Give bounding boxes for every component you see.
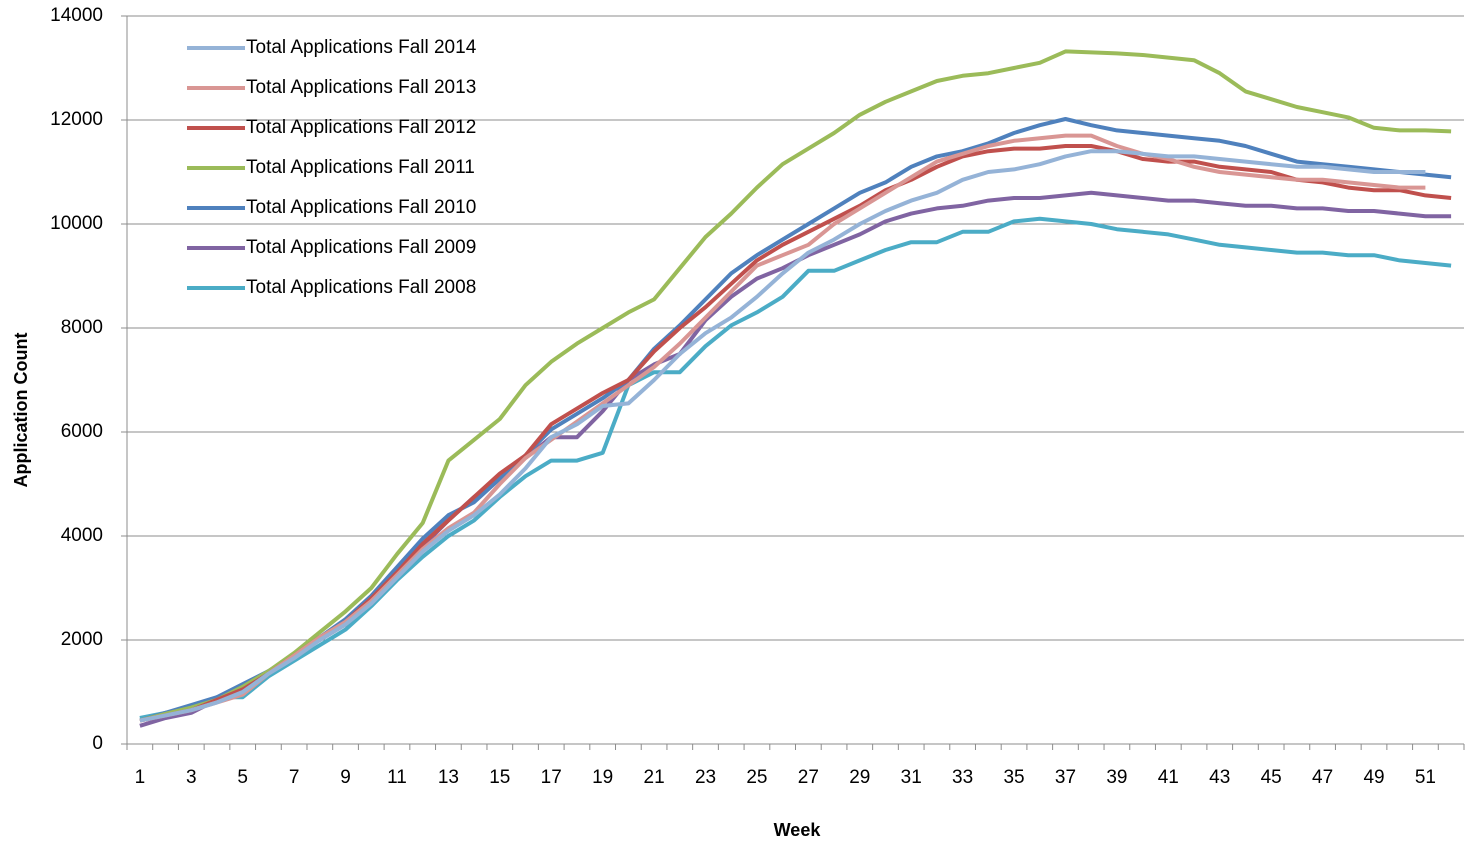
y-tick-label: 14000 [50, 5, 103, 26]
x-tick-label: 41 [1158, 767, 1179, 788]
x-tick-label: 1 [135, 767, 146, 788]
x-tick-label: 43 [1209, 767, 1230, 788]
x-tick-label: 5 [237, 767, 248, 788]
series-line [139, 216, 1452, 720]
x-tick-label: 49 [1363, 767, 1384, 788]
x-tick-label: 35 [1003, 767, 1024, 788]
y-tick-label: 10000 [50, 213, 103, 234]
x-tick-label: 19 [592, 767, 613, 788]
y-tick-label: 6000 [61, 421, 103, 442]
x-tick-label: 23 [695, 767, 716, 788]
legend-label: Total Applications Fall 2010 [246, 197, 476, 218]
x-tick-label: 25 [746, 767, 767, 788]
y-tick-label: 12000 [50, 109, 103, 130]
x-tick-label: 39 [1106, 767, 1127, 788]
x-tick-label: 3 [186, 767, 197, 788]
y-tick-label: 0 [92, 733, 103, 754]
x-tick-label: 51 [1415, 767, 1436, 788]
x-tick-label: 21 [644, 767, 665, 788]
x-tick-label: 47 [1312, 767, 1333, 788]
x-axis-label: Week [774, 820, 822, 840]
series-line [139, 133, 1426, 723]
series-line [139, 49, 1452, 723]
x-tick-label: 33 [952, 767, 973, 788]
legend-label: Total Applications Fall 2013 [246, 77, 476, 98]
x-tick-label: 7 [289, 767, 300, 788]
x-tick-label: 15 [489, 767, 510, 788]
x-tick-label: 9 [340, 767, 351, 788]
legend-label: Total Applications Fall 2014 [246, 37, 477, 58]
x-tick-label: 31 [901, 767, 922, 788]
x-tick-label: 27 [798, 767, 819, 788]
series-line [139, 149, 1426, 723]
y-axis-label: Application Count [11, 333, 31, 488]
x-tick-label: 11 [387, 767, 407, 788]
legend-label: Total Applications Fall 2009 [246, 237, 476, 258]
x-tick-label: 45 [1261, 767, 1282, 788]
legend-label: Total Applications Fall 2011 [246, 157, 475, 178]
x-tick-label: 29 [849, 767, 870, 788]
y-tick-label: 8000 [61, 317, 103, 338]
x-tick-label: 17 [541, 767, 562, 788]
x-tick-label: 37 [1055, 767, 1076, 788]
legend-label: Total Applications Fall 2012 [246, 117, 476, 138]
y-tick-label: 4000 [61, 525, 103, 546]
legend-label: Total Applications Fall 2008 [246, 277, 476, 298]
x-tick-label: 13 [438, 767, 459, 788]
series-line [139, 190, 1452, 728]
y-tick-label: 2000 [61, 629, 103, 650]
